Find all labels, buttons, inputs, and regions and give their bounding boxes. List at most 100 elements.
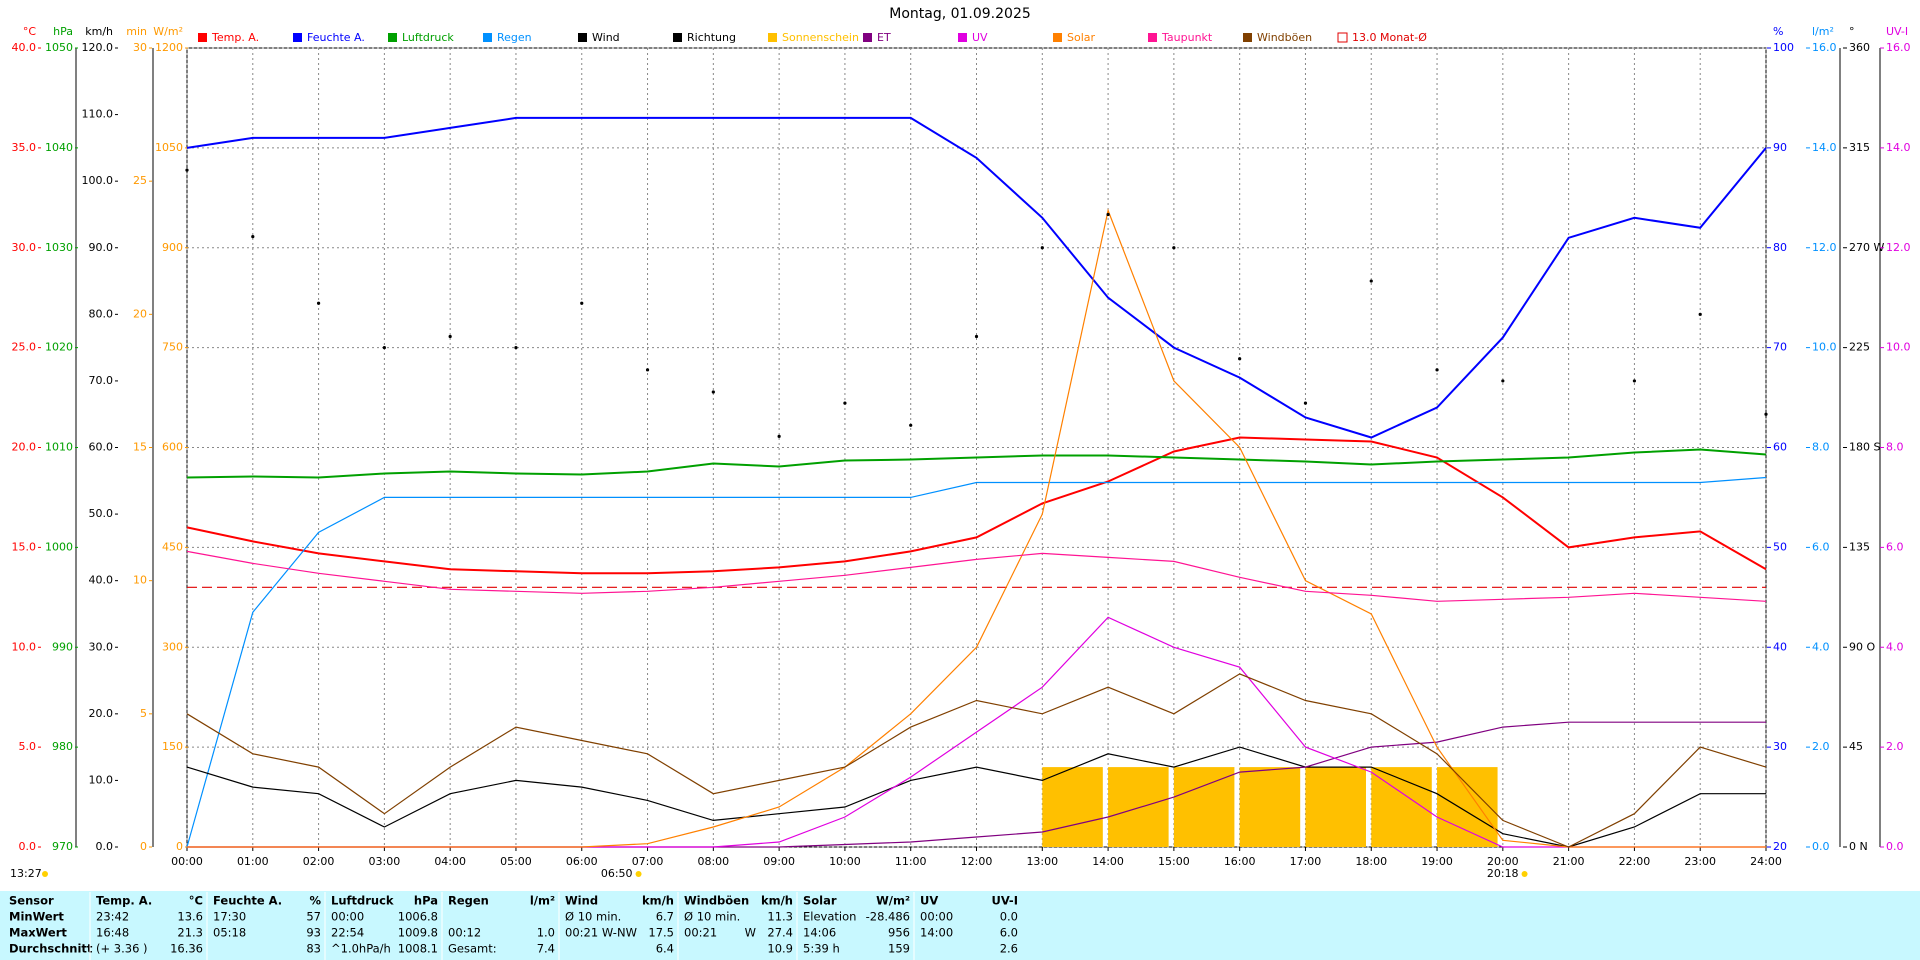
y-tick-label: 900 xyxy=(162,241,183,254)
y-tick-label: 1040 xyxy=(45,141,73,154)
legend-swatch xyxy=(1148,33,1157,42)
table-cell: MaxWert xyxy=(9,926,67,940)
direction-dot xyxy=(1106,212,1110,217)
x-tick-label: 07:00 xyxy=(632,855,664,868)
direction-dot xyxy=(1501,379,1505,383)
axis-unit: UV-I xyxy=(1886,25,1908,38)
y-tick-label: 980 xyxy=(52,740,73,753)
y-tick-label: 0.0 xyxy=(19,840,37,853)
table-cell: Sensor xyxy=(9,894,54,908)
legend-swatch xyxy=(578,33,587,42)
table-cell: 11.3 xyxy=(767,910,793,924)
x-tick-label: 10:00 xyxy=(829,855,861,868)
legend-swatch xyxy=(863,33,872,42)
legend-label: Feuchte A. xyxy=(307,31,365,44)
table-cell: 1008.1 xyxy=(398,942,438,956)
x-tick-label: 01:00 xyxy=(237,855,269,868)
series-line xyxy=(187,208,1766,848)
table-cell: ^1.0hPa/h xyxy=(331,942,391,956)
direction-dot xyxy=(1632,379,1637,383)
y-tick-label: 70.0 xyxy=(89,374,114,387)
x-tick-label: 03:00 xyxy=(369,855,401,868)
table-cell: Gesamt: xyxy=(448,942,497,956)
x-tick-label: 16:00 xyxy=(1224,855,1256,868)
y-tick-label: 30.0 xyxy=(89,640,114,653)
legend-swatch xyxy=(293,33,302,42)
legend-swatch xyxy=(198,33,207,42)
sunset-label: 20:18 xyxy=(1487,867,1519,880)
y-tick-label: 50.0 xyxy=(89,507,114,520)
sunshine-bar xyxy=(1042,767,1103,847)
direction-dot xyxy=(1435,368,1439,372)
table-cell: (+ 3.36 ) xyxy=(96,942,148,956)
y-tick-label: 0.0 xyxy=(1812,840,1830,853)
x-tick-label: 12:00 xyxy=(961,855,993,868)
y-tick-label: 110.0 xyxy=(82,108,114,121)
series-line xyxy=(186,550,1767,602)
axis-unit: l/m² xyxy=(1812,25,1834,38)
y-tick-label: 4.0 xyxy=(1886,640,1904,653)
x-tick-label: 05:00 xyxy=(500,855,532,868)
y-tick-label: 40 xyxy=(1773,640,1787,653)
y-tick-label: 12.0 xyxy=(1886,241,1911,254)
table-cell: UV-I xyxy=(992,894,1018,908)
table-cell: 10.9 xyxy=(767,942,793,956)
legend-label: Luftdruck xyxy=(402,31,454,44)
x-tick-label: 08:00 xyxy=(697,855,729,868)
y-tick-label: 990 xyxy=(52,640,73,653)
sun-icon xyxy=(42,871,48,877)
y-tick-label: 0 xyxy=(140,840,147,853)
y-tick-label: 90 xyxy=(1773,141,1787,154)
series-line xyxy=(186,673,1767,848)
y-tick-label: 100.0 xyxy=(82,174,114,187)
table-cell: 1009.8 xyxy=(398,926,438,940)
table-cell: Solar xyxy=(803,894,837,908)
table-cell: 57 xyxy=(306,910,321,924)
y-tick-label: 12.0 xyxy=(1812,241,1837,254)
table-cell: Durchschnitt xyxy=(9,942,93,956)
y-tick-label: 10.0 xyxy=(1886,341,1911,354)
table-cell: -28.486 xyxy=(866,910,910,924)
x-tick-label: 02:00 xyxy=(303,855,335,868)
x-tick-label: 23:00 xyxy=(1684,855,1716,868)
direction-dot xyxy=(580,301,584,305)
table-cell: 16.36 xyxy=(170,942,203,956)
x-tick-label: 15:00 xyxy=(1158,855,1190,868)
direction-dot xyxy=(1698,312,1702,316)
y-tick-label: 60.0 xyxy=(89,441,114,454)
y-tick-label: 40.0 xyxy=(89,574,114,587)
table-cell: 83 xyxy=(306,942,321,956)
y-tick-label: 0 N xyxy=(1849,840,1868,853)
table-cell: % xyxy=(309,894,321,908)
y-tick-label: 50 xyxy=(1773,540,1787,553)
table-cell: 7.4 xyxy=(537,942,555,956)
y-tick-label: 14.0 xyxy=(1812,141,1837,154)
y-tick-label: 180 S xyxy=(1849,441,1880,454)
table-cell: 6.4 xyxy=(656,942,674,956)
table-cell: W/m² xyxy=(876,894,910,908)
x-tick-label: 14:00 xyxy=(1092,855,1124,868)
table-cell: 05:18 xyxy=(213,926,246,940)
table-cell: 956 xyxy=(888,926,910,940)
chart-title: Montag, 01.09.2025 xyxy=(889,6,1031,22)
y-tick-label: 35.0 xyxy=(12,141,37,154)
y-tick-label: 10.0 xyxy=(12,640,37,653)
direction-dot xyxy=(382,346,386,350)
direction-dot xyxy=(974,334,979,339)
y-tick-label: 1050 xyxy=(155,141,183,154)
x-tick-label: 13:00 xyxy=(1026,855,1058,868)
x-tick-label: 20:00 xyxy=(1487,855,1519,868)
x-tick-label: 19:00 xyxy=(1421,855,1453,868)
axis-unit: km/h xyxy=(85,25,113,38)
table-cell: °C xyxy=(189,894,203,908)
y-tick-label: 8.0 xyxy=(1886,441,1904,454)
legend-label: Temp. A. xyxy=(211,31,259,44)
axis-unit: °C xyxy=(23,25,37,38)
y-tick-label: 6.0 xyxy=(1886,540,1904,553)
y-tick-label: 16.0 xyxy=(1812,41,1837,54)
y-tick-label: 450 xyxy=(162,540,183,553)
legend-label: ET xyxy=(877,31,891,44)
y-tick-label: 10 xyxy=(133,574,147,587)
legend-swatch xyxy=(388,33,397,42)
table-cell: 23:42 xyxy=(96,910,129,924)
